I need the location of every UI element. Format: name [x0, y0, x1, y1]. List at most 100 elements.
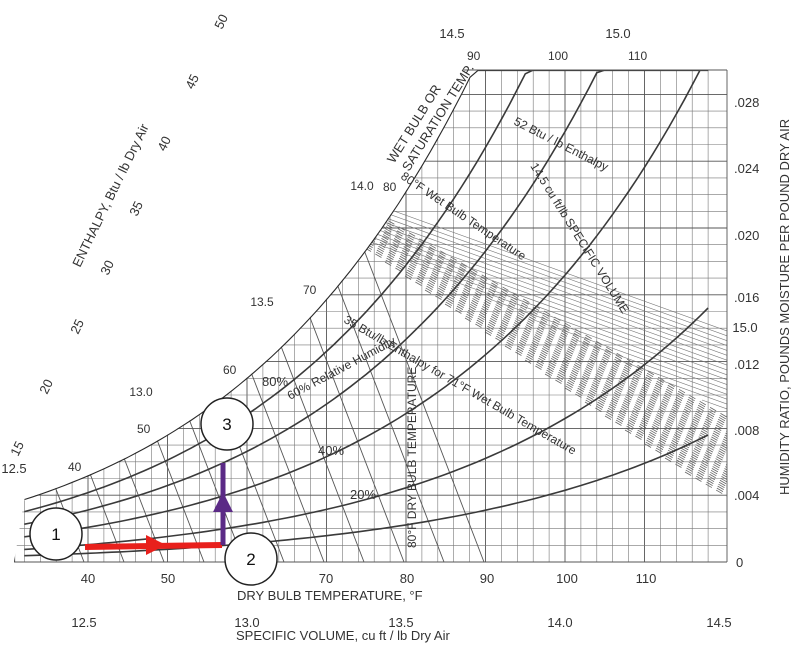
callout-3: 3 [200, 397, 254, 451]
x-tick-labels: 40 50 60 70 80 90 100 110 [81, 571, 657, 586]
rh-curve [24, 70, 709, 501]
rh-curve [24, 434, 709, 557]
enthalpy-line [604, 415, 727, 488]
enthalpy-line [584, 401, 727, 485]
specific-volume-axis-title: SPECIFIC VOLUME, cu ft / lb Dry Air [236, 628, 450, 643]
callout-1: 1 [29, 507, 83, 561]
sv-tick: 13.5 [388, 615, 413, 630]
sv-tick: 14.0 [547, 615, 572, 630]
sv-tick: 14.5 [706, 615, 731, 630]
wb-tick: 100 [548, 49, 568, 63]
enthalpy-tick: 35 [126, 199, 146, 219]
wet-bulb-line [659, 379, 727, 405]
wet-bulb-line [323, 219, 727, 366]
humidify-arrowhead [213, 492, 233, 512]
wb-tick: 60 [223, 363, 237, 377]
wet-bulb-line [239, 179, 727, 356]
wet-bulb-line [491, 299, 727, 385]
enthalpy-line [444, 303, 727, 468]
enthalpy-tick: 20 [36, 377, 56, 397]
callout-2: 2 [224, 532, 278, 586]
enthalpy-line [64, 70, 727, 423]
enthalpy-line [184, 121, 727, 437]
wet-bulb-ticks: 40 50 60 70 80 90 100 110 [68, 49, 647, 474]
enthalpy-line [244, 163, 727, 444]
y-tick: 0 [736, 555, 743, 570]
sv-inner-tick: 14.0 [350, 179, 374, 193]
y-axis-title: HUMIDITY RATIO, POUNDS MOISTURE PER POUN… [777, 119, 792, 495]
enthalpy-axis-title: ENTHALPY, Btu / lb Dry Air [69, 121, 152, 270]
sv-tick: 12.5 [71, 615, 96, 630]
enthalpy-dashed-lines [24, 70, 727, 497]
callout-number: 1 [51, 525, 60, 544]
sv-tick: 13.0 [234, 615, 259, 630]
x-tick: 90 [480, 571, 494, 586]
enthalpy-line [324, 219, 727, 454]
x-tick: 50 [161, 571, 175, 586]
x-tick: 80 [400, 571, 414, 586]
wet-bulb-line [365, 239, 727, 371]
wb-tick: 80 [383, 180, 397, 194]
x-tick: 110 [636, 571, 657, 586]
wb-tick: 110 [628, 49, 647, 63]
x-tick: 40 [81, 571, 95, 586]
wet-bulb-line [575, 339, 727, 395]
enthalpy-line [524, 359, 727, 478]
rh-label-80: 80% [262, 374, 288, 389]
relative-humidity-curves [14, 70, 709, 562]
wb-tick: 40 [68, 460, 82, 474]
enthalpy-line [624, 429, 727, 490]
callout-circle [224, 532, 278, 586]
enthalpy-line [664, 457, 727, 495]
rh-curve [24, 307, 709, 551]
annotation-52btu: 52 Btu / lb Enthalpy [512, 114, 611, 174]
callout-number: 2 [246, 550, 255, 569]
enthalpy-line [544, 373, 727, 480]
x-tick: 100 [556, 571, 578, 586]
wb-tick: 70 [303, 283, 317, 297]
wet-bulb-line [726, 413, 727, 421]
sv-inner-tick: 13.0 [129, 385, 153, 399]
sv-left-tick: 12.5 [1, 461, 26, 476]
specific-volume-line [14, 119, 125, 562]
enthalpy-line [404, 275, 727, 464]
wet-bulb-line [701, 399, 727, 410]
y-tick: .008 [734, 423, 759, 438]
y-tick: .012 [734, 357, 759, 372]
enthalpy-tick: 15 [7, 439, 27, 459]
enthalpy-tick: 50 [211, 12, 231, 32]
wet-bulb-line [533, 319, 727, 390]
enthalpy-scale: 15 20 25 30 35 40 45 50 ENTHALPY, Btu / … [7, 12, 231, 459]
enthalpy-tick: 40 [154, 134, 174, 154]
sv-top-tick: 14.5 [439, 26, 464, 41]
y-tick-labels: .028 .024 .020 .016 .012 .008 .004 0 [734, 95, 759, 570]
wb-tick: 90 [467, 49, 481, 63]
wet-bulb-line [197, 159, 727, 351]
specific-volume-line [153, 119, 325, 562]
callout-circle [200, 397, 254, 451]
enthalpy-tick: 45 [182, 72, 202, 92]
y-tick: .028 [734, 95, 759, 110]
enthalpy-line [424, 289, 727, 466]
callout-circle [29, 507, 83, 561]
enthalpy-line [164, 107, 727, 435]
enthalpy-line [364, 247, 727, 459]
annotation-80db: 80°F DRY BULB TEMPERATURE [405, 367, 419, 548]
rh-label-40: 40% [318, 443, 344, 458]
wet-bulb-line [407, 259, 727, 376]
rh-curve [24, 70, 709, 525]
enthalpy-line [124, 79, 727, 430]
callout-number: 3 [222, 415, 231, 434]
sv-inner-tick: 13.5 [250, 295, 274, 309]
y-tick: .004 [734, 488, 759, 503]
enthalpy-line [504, 345, 727, 476]
wet-bulb-line [617, 359, 727, 400]
y-tick: .016 [734, 290, 759, 305]
enthalpy-line [684, 471, 727, 497]
x-axis-title: DRY BULB TEMPERATURE, °F [237, 588, 423, 603]
y-tick: .024 [734, 161, 759, 176]
wb-tick: 50 [137, 422, 151, 436]
specific-volume-line [14, 119, 85, 562]
specific-volume-line [73, 119, 245, 562]
